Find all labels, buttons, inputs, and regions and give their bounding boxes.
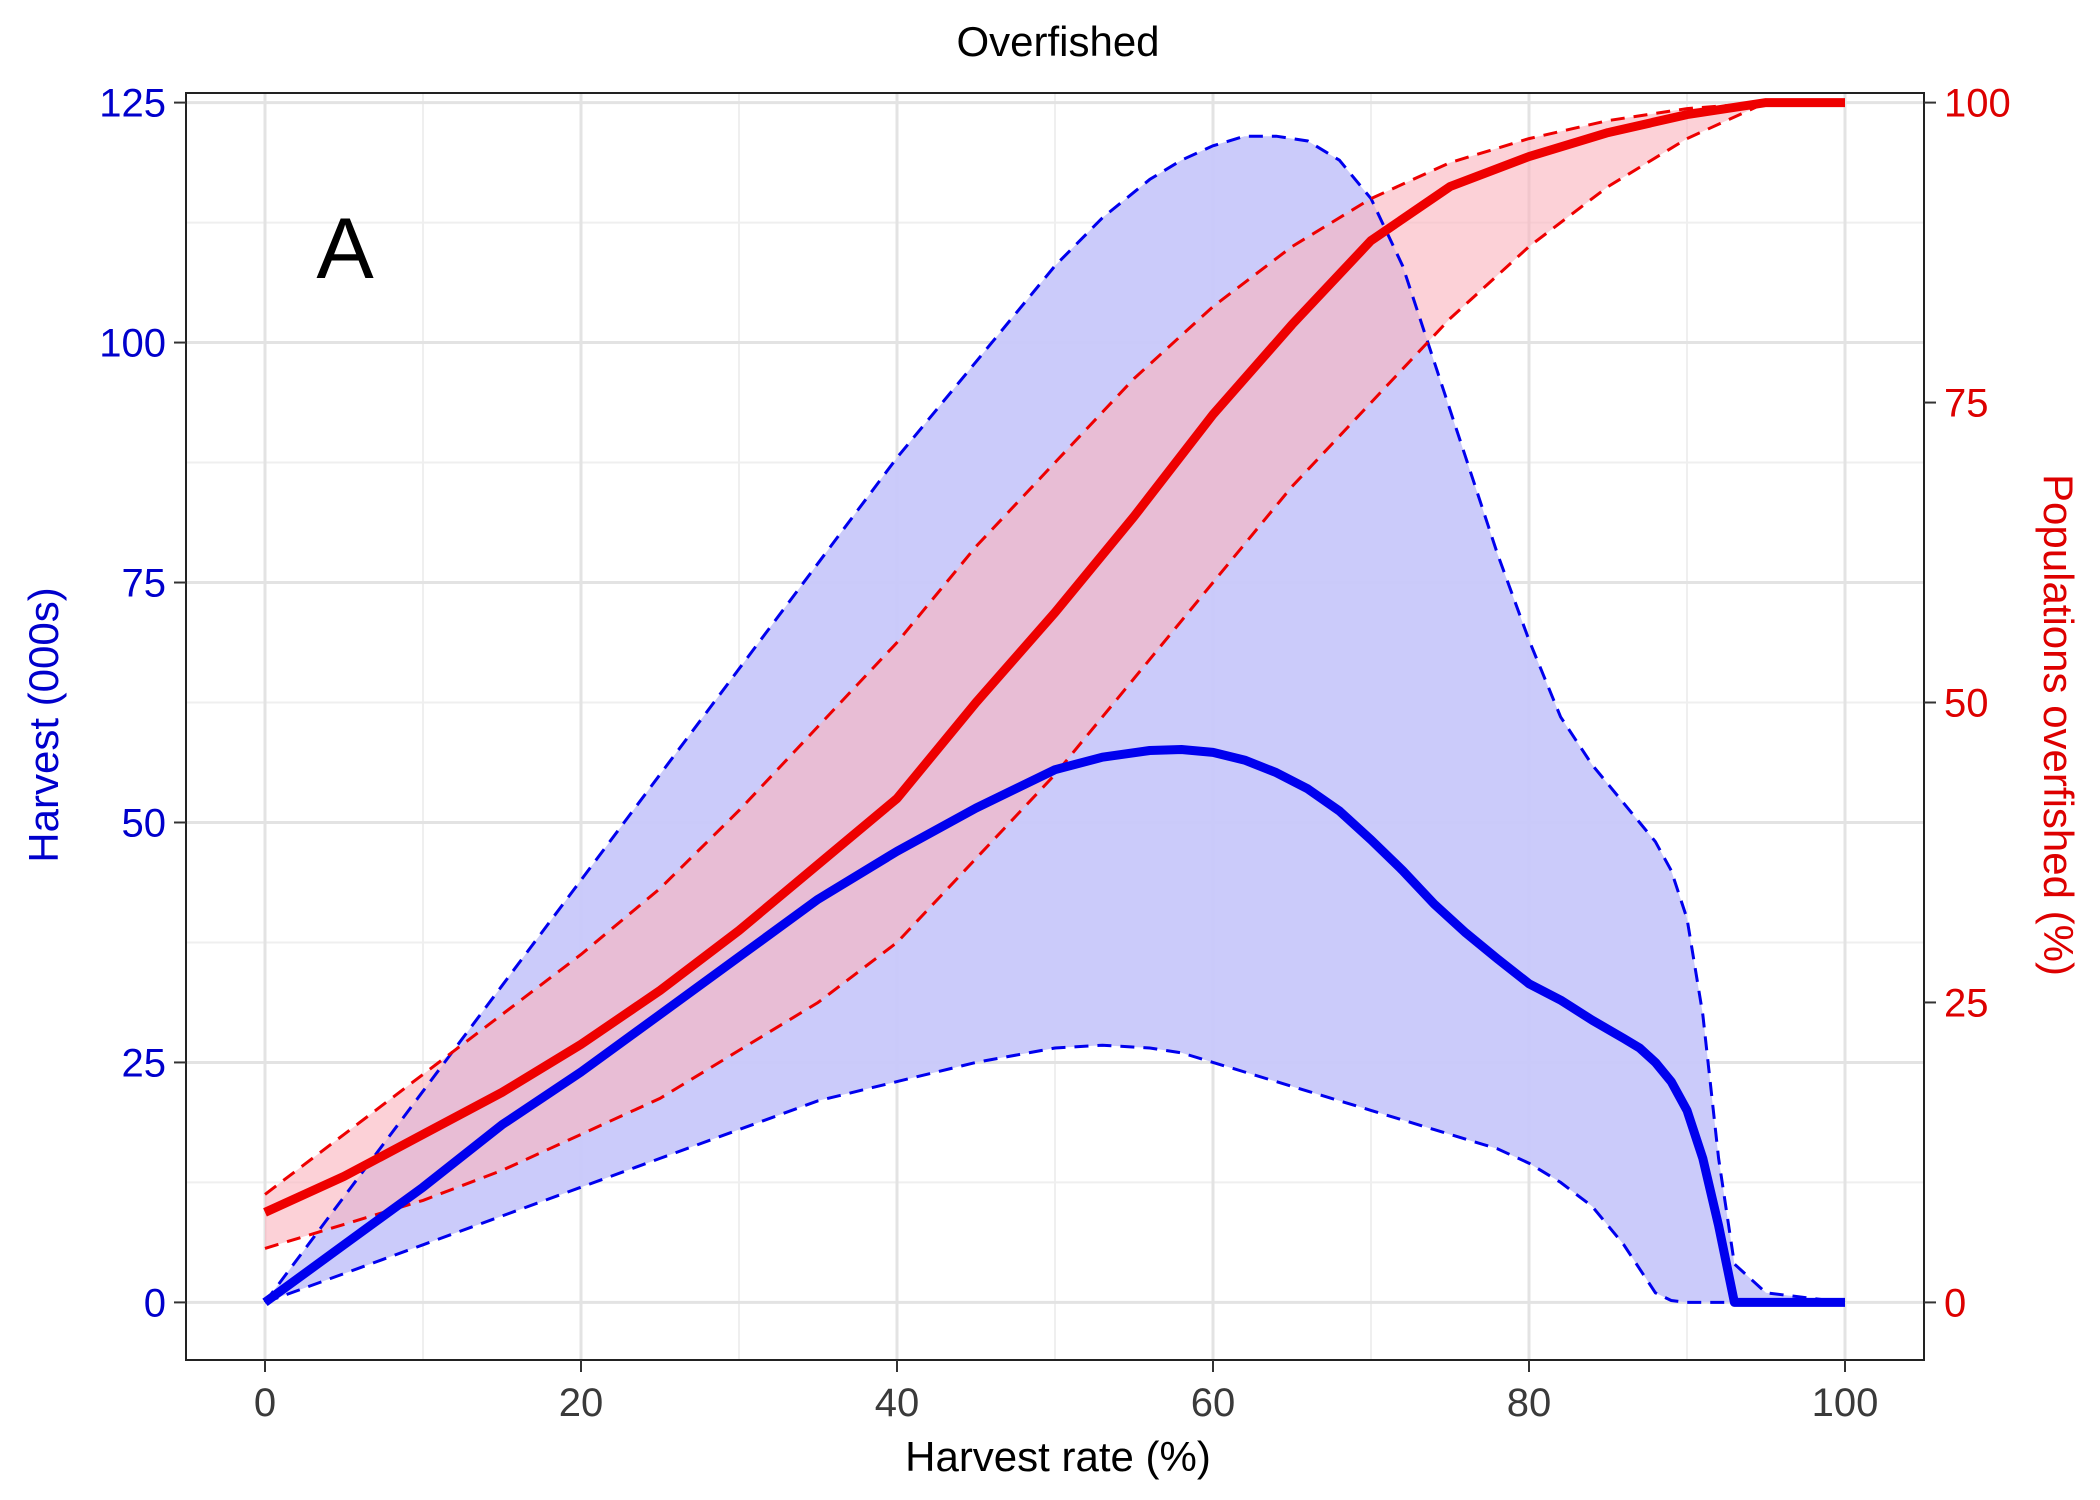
x-tick-label: 80 bbox=[1507, 1381, 1552, 1425]
overfished-lower-bound bbox=[264, 101, 1845, 1250]
y-right-tick-label: 0 bbox=[1944, 1281, 1966, 1325]
y-left-tick-label: 0 bbox=[144, 1281, 166, 1325]
y-axis-left-title: Harvest (000s) bbox=[20, 587, 67, 862]
x-tick-label: 100 bbox=[1812, 1381, 1879, 1425]
plot-border bbox=[185, 92, 1925, 1361]
y-right-tick-label: 25 bbox=[1944, 981, 1989, 1025]
y-right-tick-label: 75 bbox=[1944, 382, 1989, 426]
overfished-upper-bound bbox=[264, 101, 1845, 1196]
x-axis-title: Harvest rate (%) bbox=[905, 1433, 1211, 1480]
axes: 0 20 40 60 80 100 0 25 50 75 100 125 0 25 50 75 100 bbox=[99, 82, 2011, 1425]
y-right-tick-label: 50 bbox=[1944, 682, 1989, 726]
harvest-upper-bound bbox=[263, 134, 1846, 1304]
panel-label: A bbox=[316, 201, 374, 297]
y-axis-right-title: Populations overfished (%) bbox=[2035, 474, 2082, 976]
overfished-band bbox=[265, 102, 1845, 1249]
y-left-tick-label: 75 bbox=[122, 562, 167, 606]
y-left-tick-label: 50 bbox=[122, 801, 167, 845]
x-tick-label: 60 bbox=[1191, 1381, 1236, 1425]
y-left-tick-label: 125 bbox=[99, 82, 166, 126]
x-tick-label: 40 bbox=[875, 1381, 920, 1425]
series-lines bbox=[262, 98, 1845, 1307]
y-right-tick-label: 100 bbox=[1944, 82, 2011, 126]
x-tick-label: 20 bbox=[559, 1381, 604, 1425]
overfished-line bbox=[263, 98, 1845, 1217]
y-left-tick-label: 100 bbox=[99, 322, 166, 366]
y-left-tick-label: 25 bbox=[122, 1041, 167, 1085]
x-tick-label: 0 bbox=[254, 1381, 276, 1425]
chart-title: Overfished bbox=[956, 18, 1159, 65]
harvest-lower-bound bbox=[264, 1043, 1845, 1304]
harvest-line bbox=[262, 745, 1845, 1307]
